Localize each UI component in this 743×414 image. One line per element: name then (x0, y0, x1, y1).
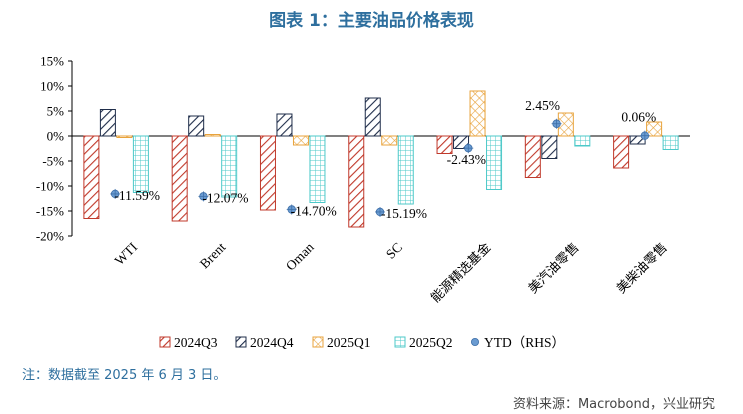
ytd-data-label: -12.07% (202, 190, 248, 205)
bar-2025Q2 (132, 135, 149, 193)
y-tick-label: 0% (47, 129, 65, 144)
legend-label: 2024Q4 (250, 335, 294, 350)
bar-2025Q2 (221, 135, 238, 198)
y-tick-label: -10% (36, 179, 64, 194)
ytd-data-label: -14.70% (291, 204, 337, 219)
y-tick-label: 15% (40, 54, 64, 69)
bar-2025Q2 (309, 135, 326, 203)
y-tick-label: -5% (42, 154, 64, 169)
bar-2024Q4 (276, 113, 293, 137)
bar-2024Q3 (348, 135, 365, 228)
category-label: 能源精选基金 (428, 240, 494, 306)
ytd-data-label: 2.45% (525, 98, 560, 113)
legend-label: 2025Q2 (409, 335, 453, 350)
bar-2025Q2 (574, 135, 591, 147)
bar-2025Q1 (381, 135, 398, 146)
legend-label: YTD（RHS） (484, 335, 565, 350)
chart-title: 图表 1：主要油品价格表现 (269, 11, 474, 31)
bar-2025Q2 (662, 135, 679, 150)
legend-label: 2025Q1 (327, 335, 371, 350)
y-tick-label: 10% (40, 79, 64, 94)
footnote: 注：数据截至 2025 年 6 月 3 日。 (22, 368, 227, 383)
bar-2024Q4 (364, 97, 381, 137)
bar-2025Q1 (204, 134, 221, 137)
ytd-data-label: 0.06% (621, 110, 656, 125)
bar-2025Q2 (486, 135, 503, 190)
bar-2025Q1 (469, 90, 486, 137)
category-label: Brent (197, 239, 229, 271)
y-tick-label: 5% (47, 104, 65, 119)
legend-swatch (312, 336, 324, 348)
ytd-data-label: -2.43% (447, 152, 486, 167)
legend-swatch (394, 336, 406, 348)
category-label: SC (383, 240, 405, 262)
bar-2024Q4 (99, 109, 116, 137)
bar-2025Q1 (116, 135, 133, 138)
bar-2024Q3 (171, 135, 188, 222)
category-label: WTI (112, 239, 141, 268)
bar-2024Q3 (436, 135, 453, 154)
bar-2024Q3 (259, 135, 276, 211)
bar-2024Q4 (453, 135, 470, 149)
bar-2024Q4 (188, 115, 205, 137)
source-note: 资料来源：Macrobond，兴业研究 (512, 397, 715, 412)
bar-2025Q1 (292, 135, 309, 146)
category-label: Oman (283, 239, 317, 273)
category-label: 美汽油零售 (525, 240, 582, 297)
y-tick-label: -15% (36, 204, 64, 219)
y-tick-label: -20% (36, 229, 64, 244)
ytd-data-label: -11.59% (114, 188, 160, 203)
bar-2024Q4 (541, 135, 558, 159)
bar-2025Q1 (646, 121, 663, 137)
ytd-data-label: -15.19% (381, 206, 427, 221)
legend-marker (470, 337, 479, 346)
legend-label: 2024Q3 (174, 335, 218, 350)
legend-swatch (235, 336, 247, 348)
category-label: 美柴油零售 (613, 240, 670, 297)
legend-swatch (159, 336, 171, 348)
bar-2024Q3 (83, 135, 100, 219)
bar-2024Q3 (613, 135, 630, 169)
bar-2025Q2 (397, 135, 414, 205)
bar-2024Q3 (524, 135, 541, 178)
